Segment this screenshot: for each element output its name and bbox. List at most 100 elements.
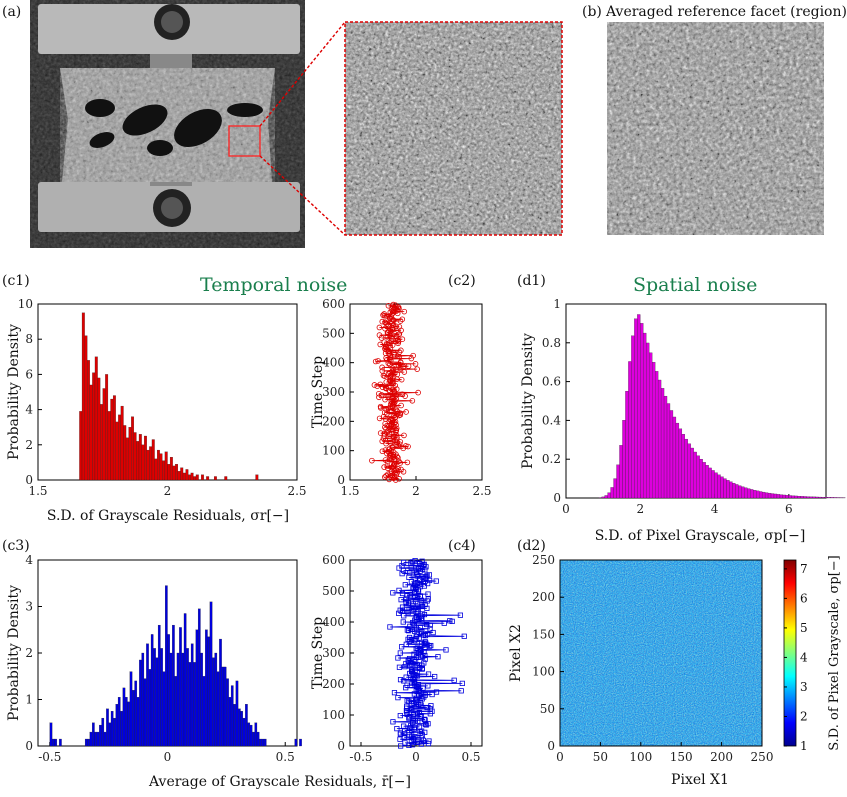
histogram-bar bbox=[240, 711, 243, 747]
series-point bbox=[414, 580, 421, 586]
x-tick-label: -0.5 bbox=[38, 750, 61, 764]
y-tick-label: 10 bbox=[18, 297, 33, 311]
facet-title: Averaged reference facet (region) bbox=[605, 4, 847, 20]
histogram-bar bbox=[607, 492, 611, 499]
series-point bbox=[430, 629, 436, 636]
y-tick-label: 0.6 bbox=[542, 375, 561, 389]
series-point bbox=[389, 335, 395, 342]
series-point bbox=[397, 677, 404, 683]
series-point bbox=[399, 316, 406, 323]
histogram-bar bbox=[294, 738, 298, 747]
histogram-bar bbox=[174, 676, 178, 747]
series-point bbox=[406, 634, 413, 641]
series-point bbox=[441, 620, 447, 626]
series-point bbox=[413, 615, 419, 621]
series-point bbox=[416, 724, 423, 730]
histogram-bar bbox=[705, 465, 709, 499]
histogram-bar bbox=[263, 738, 267, 747]
histogram-bar bbox=[110, 398, 114, 481]
series-point bbox=[394, 434, 400, 441]
histogram-bar bbox=[254, 722, 258, 747]
series-point bbox=[412, 558, 418, 564]
histogram-bar bbox=[247, 722, 251, 747]
histogram-bar bbox=[744, 487, 748, 499]
histogram-bar bbox=[87, 360, 90, 481]
histogram-bar bbox=[101, 717, 105, 747]
histogram-bar bbox=[149, 446, 153, 481]
y-tick-label: 600 bbox=[322, 553, 345, 567]
histogram-bar bbox=[148, 669, 152, 747]
histogram-bar bbox=[815, 496, 819, 499]
series-point bbox=[395, 695, 401, 701]
series-point bbox=[422, 717, 428, 723]
histogram-bar bbox=[172, 465, 176, 481]
series-point bbox=[417, 624, 424, 631]
histogram-bar bbox=[634, 318, 638, 499]
x-tick-label: 150 bbox=[670, 750, 693, 764]
histogram-bar bbox=[89, 384, 93, 481]
panel-label-b: (b) bbox=[582, 4, 602, 20]
y-tick-label: 2 bbox=[25, 438, 33, 452]
y-tick-label: 400 bbox=[322, 615, 345, 629]
series-point bbox=[396, 324, 403, 330]
histogram-bar bbox=[136, 441, 140, 481]
histogram-bar bbox=[207, 636, 211, 747]
x-tick-label: 250 bbox=[751, 750, 774, 764]
series-point bbox=[390, 719, 396, 725]
histogram-bar bbox=[675, 422, 680, 499]
histogram-bar bbox=[122, 687, 126, 747]
colorbar-tick-label: 7 bbox=[800, 562, 808, 576]
x-tick-label: 2 bbox=[412, 484, 420, 498]
x-tick-label: -0.5 bbox=[349, 750, 372, 764]
histogram-bar bbox=[714, 472, 718, 499]
series-point bbox=[447, 618, 453, 624]
histogram-bar bbox=[711, 470, 715, 499]
histogram-bar bbox=[729, 481, 733, 499]
histogram-bar bbox=[89, 731, 93, 747]
histogram-bar bbox=[92, 372, 96, 481]
series-point bbox=[375, 358, 381, 364]
panel-label-d2: (d2) bbox=[517, 538, 546, 554]
series-point bbox=[401, 613, 407, 619]
series-point bbox=[409, 397, 416, 404]
series-point bbox=[402, 740, 408, 746]
histogram-bar bbox=[134, 680, 138, 747]
histogram-bar bbox=[175, 464, 178, 481]
histogram-bar bbox=[59, 738, 62, 747]
histogram-bar bbox=[133, 432, 137, 481]
y-tick-label: 300 bbox=[322, 646, 345, 660]
y-tick-label: 300 bbox=[322, 385, 345, 399]
series-point bbox=[383, 385, 389, 391]
series-point bbox=[377, 403, 384, 410]
series-point bbox=[426, 572, 432, 578]
histogram-bar bbox=[657, 379, 662, 499]
histogram-bar bbox=[800, 496, 804, 499]
histogram-bar bbox=[779, 494, 784, 499]
histogram-bar bbox=[105, 374, 109, 481]
histogram-bar bbox=[223, 666, 227, 747]
histogram-bar bbox=[193, 476, 197, 481]
histogram-bar bbox=[732, 483, 736, 499]
histogram-bar bbox=[176, 652, 180, 747]
series-point bbox=[400, 559, 407, 566]
series-point bbox=[403, 599, 409, 605]
x-axis-label: Average of Grayscale Residuals, r̄[−] bbox=[148, 774, 411, 790]
series-point bbox=[401, 734, 407, 740]
series-point bbox=[427, 622, 433, 628]
histogram-bar bbox=[52, 738, 55, 747]
series-point bbox=[405, 610, 411, 616]
specimen-photo bbox=[30, 0, 305, 248]
series-point bbox=[420, 685, 426, 691]
histogram-bar bbox=[640, 323, 644, 499]
series-point bbox=[409, 707, 415, 713]
histogram-bar bbox=[235, 680, 239, 747]
series-point bbox=[390, 301, 397, 308]
histogram-bar bbox=[205, 629, 208, 747]
histogram-bar bbox=[797, 496, 801, 499]
histogram-bar bbox=[177, 471, 181, 481]
histogram-bar bbox=[649, 352, 653, 499]
chart-d2-spatial-heatmap: 0 50 100 150 200 250 0 50 100 150 200 250 Pixel X2 Pi… bbox=[508, 553, 842, 788]
series-point bbox=[422, 639, 428, 645]
y-tick-label: 100 bbox=[322, 444, 345, 458]
histogram-bar bbox=[182, 472, 186, 481]
